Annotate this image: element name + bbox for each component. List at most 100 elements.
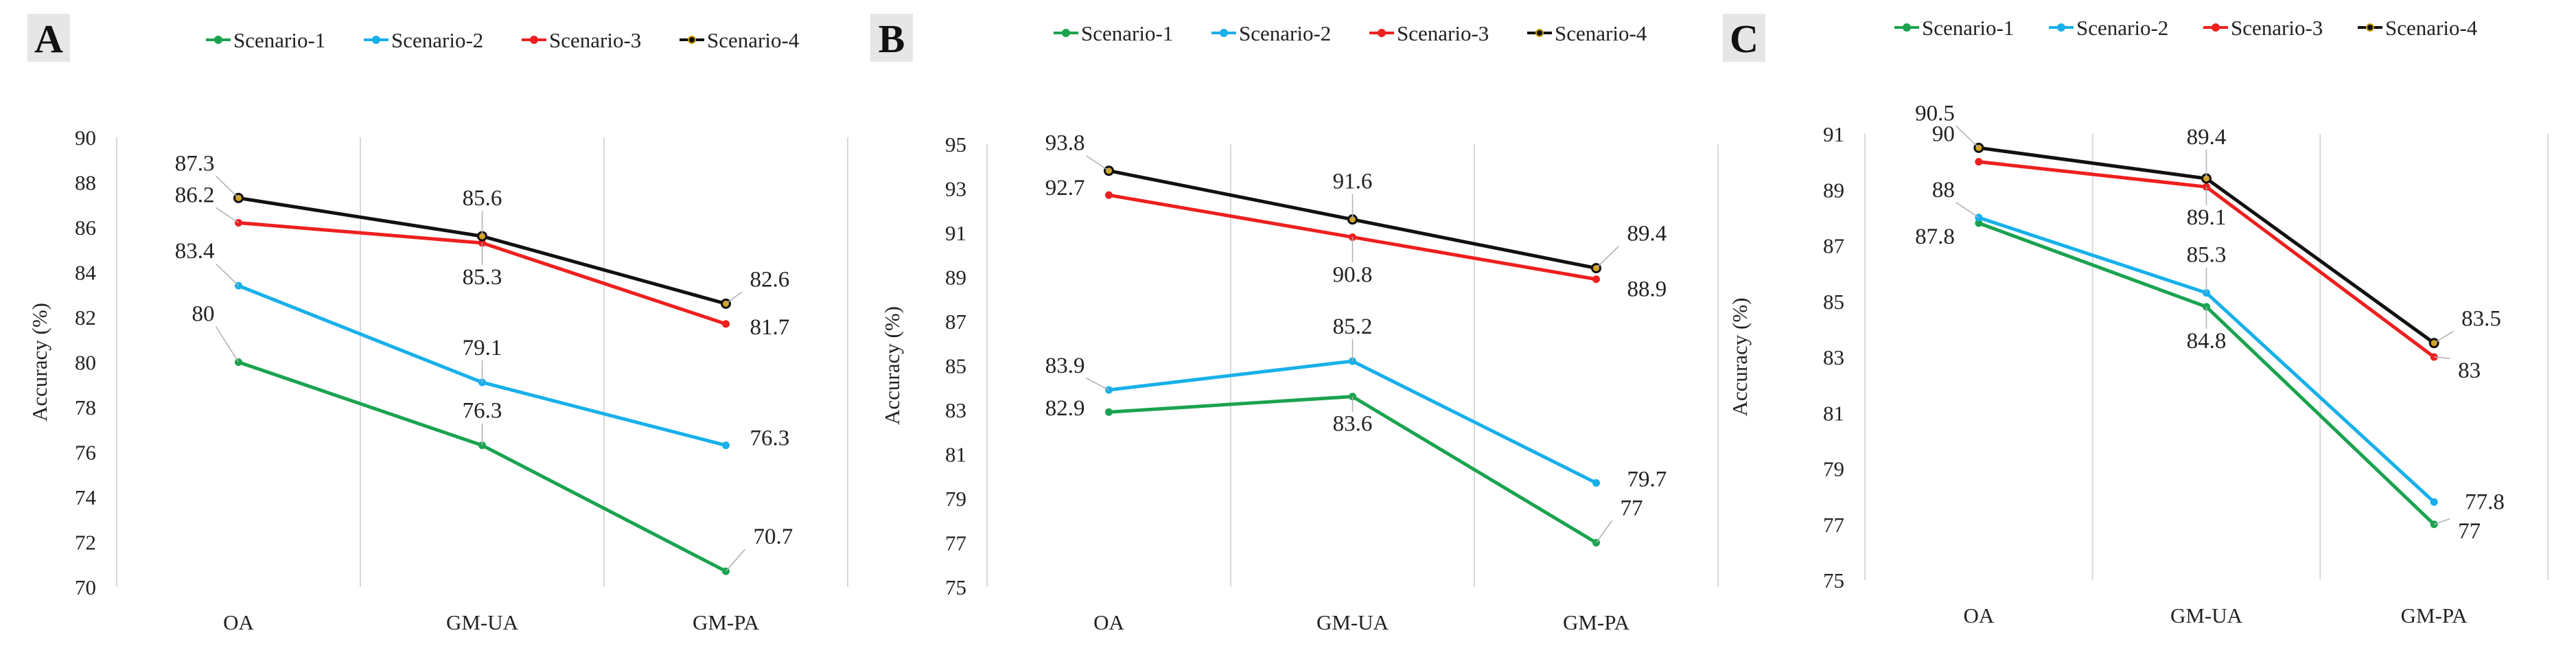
y-tick-label: 80	[75, 351, 96, 375]
data-label-leader	[1086, 155, 1109, 172]
panel-letter: B	[879, 16, 905, 61]
y-tick-label: 75	[1823, 568, 1844, 592]
data-label-scenario-1: 87.8	[1915, 224, 1955, 249]
y-tick-label: 82	[75, 306, 96, 330]
data-label-scenario-4: 93.8	[1045, 131, 1085, 156]
y-tick-label: 81	[1823, 401, 1844, 425]
y-tick-label: 77	[1823, 513, 1844, 537]
x-tick-label: GM-PA	[2401, 603, 2468, 627]
y-tick-label: 83	[945, 398, 966, 422]
data-label-scenario-1: 76.3	[463, 399, 502, 424]
y-tick-label: 87	[1823, 234, 1844, 258]
x-tick-label: GM-UA	[1316, 610, 1389, 634]
data-label-leader	[726, 291, 742, 304]
y-tick-label: 77	[945, 531, 966, 555]
data-label-scenario-4: 82.6	[750, 267, 790, 292]
legend-marker-scenario-3	[1378, 29, 1386, 37]
panel-badge	[27, 14, 70, 62]
legend-marker-scenario-1	[214, 36, 222, 44]
legend-marker-scenario-2	[1220, 29, 1228, 37]
data-point-scenario-3	[1592, 275, 1600, 284]
y-tick-label: 91	[1823, 122, 1844, 146]
legend-label-scenario-2: Scenario-2	[1239, 21, 1331, 45]
y-tick-label: 93	[945, 177, 966, 201]
legend-marker-scenario-1	[1062, 29, 1070, 37]
y-axis-label: Accuracy (%)	[27, 303, 51, 422]
data-label-scenario-3: 89.1	[2187, 205, 2227, 230]
y-tick-label: 79	[1823, 457, 1844, 481]
data-label-leader	[215, 263, 240, 286]
data-point-scenario-3	[1105, 191, 1113, 199]
x-tick-label: OA	[1093, 610, 1124, 634]
data-label-scenario-3: 83	[2458, 358, 2481, 383]
y-tick-label: 81	[945, 443, 966, 467]
data-label-leader	[215, 175, 240, 198]
data-label-scenario-4: 91.6	[1333, 170, 1373, 194]
data-label-scenario-4: 87.3	[175, 151, 215, 176]
series-line-scenario-1	[237, 360, 727, 573]
legend-label-scenario-3: Scenario-3	[549, 28, 641, 52]
legend-marker-scenario-4	[1535, 29, 1544, 37]
y-tick-label: 85	[945, 354, 966, 378]
legend-label-scenario-4: Scenario-4	[707, 28, 800, 52]
y-tick-label: 70	[75, 575, 96, 599]
legend-marker-scenario-3	[530, 36, 538, 44]
data-label-leader	[1595, 246, 1620, 269]
x-tick-label: OA	[223, 610, 254, 634]
data-point-scenario-2	[722, 441, 730, 450]
data-label-scenario-2: 83.9	[1045, 354, 1085, 378]
data-label-leader	[1956, 202, 1980, 218]
data-label-scenario-2: 83.4	[175, 239, 215, 264]
y-tick-label: 75	[945, 575, 966, 599]
legend-marker-scenario-3	[2212, 23, 2220, 32]
x-tick-label: OA	[1963, 603, 1994, 627]
y-tick-label: 86	[75, 216, 96, 240]
data-label-scenario-1: 70.7	[754, 525, 793, 549]
legend-label-scenario-4: Scenario-4	[2385, 16, 2478, 40]
y-tick-label: 91	[945, 221, 966, 245]
data-label-leader	[2433, 331, 2454, 344]
data-label-scenario-1: 84.8	[2187, 329, 2227, 354]
data-point-scenario-2	[1592, 479, 1600, 487]
panel-badge	[870, 14, 913, 62]
legend-label-scenario-2: Scenario-2	[391, 28, 483, 52]
legend-marker-scenario-4	[688, 36, 696, 44]
data-label-scenario-2: 85.2	[1333, 314, 1373, 339]
data-label-scenario-3: 92.7	[1045, 176, 1085, 200]
data-label-scenario-1: 83.6	[1333, 412, 1373, 437]
y-tick-label: 95	[945, 132, 966, 157]
data-label-scenario-1: 80	[192, 302, 215, 327]
panel-c: C 75 77 79 81 83 85 87 89 91 Accuracy (%) OA GM-UA GM…	[1723, 14, 2549, 627]
panel-a: A 70 72 74 76 78 80 82 84 86 88 90 Accuracy (%) OA GM-…	[27, 14, 848, 634]
data-label-scenario-3: 90	[1932, 122, 1955, 147]
legend-marker-scenario-1	[1903, 23, 1911, 32]
data-label-scenario-3: 85.3	[463, 265, 502, 290]
data-label-leader	[2434, 356, 2450, 359]
legend-label-scenario-3: Scenario-3	[2231, 16, 2323, 40]
panel-letter: C	[1730, 16, 1759, 61]
x-tick-label: GM-PA	[693, 610, 760, 634]
data-label-leader	[2433, 518, 2450, 525]
legend: Scenario-1 Scenario-2 Scenario-3 Scenario-4	[1894, 16, 2478, 40]
data-label-scenario-3: 81.7	[750, 315, 790, 340]
legend-label-scenario-1: Scenario-1	[1081, 21, 1173, 45]
data-label-scenario-2: 79.1	[463, 336, 502, 360]
panel-badge	[1723, 14, 1765, 62]
y-tick-label: 83	[1823, 345, 1844, 369]
data-label-scenario-1: 77	[1621, 496, 1643, 521]
data-label-scenario-2: 76.3	[750, 426, 790, 451]
y-axis-label: Accuracy (%)	[1728, 298, 1752, 417]
data-label-scenario-1: 82.9	[1045, 396, 1085, 421]
y-tick-label: 74	[75, 485, 97, 509]
data-label-scenario-2: 77.8	[2465, 489, 2505, 514]
legend-label-scenario-3: Scenario-3	[1397, 21, 1489, 45]
x-tick-label: GM-UA	[446, 610, 519, 634]
legend-label-scenario-1: Scenario-1	[233, 28, 325, 52]
legend-marker-scenario-2	[372, 36, 380, 44]
data-label-leader	[1086, 378, 1109, 391]
legend-label-scenario-2: Scenario-2	[2076, 16, 2168, 40]
y-tick-label: 78	[75, 395, 96, 419]
panel-b: B 75 77 79 81 83 85 87 89 91 93 95 Accuracy (%) OA GM-…	[870, 14, 1719, 634]
